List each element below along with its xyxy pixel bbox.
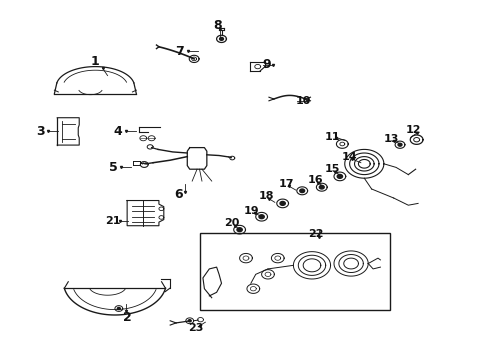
Text: 2: 2 [122, 311, 131, 324]
Text: 4: 4 [113, 125, 122, 138]
Text: 15: 15 [324, 164, 340, 174]
Text: 23: 23 [187, 323, 203, 333]
Text: 21: 21 [104, 216, 120, 226]
Text: 12: 12 [405, 125, 420, 135]
Polygon shape [299, 189, 304, 193]
Text: 16: 16 [307, 175, 323, 185]
Text: 11: 11 [324, 132, 340, 142]
Text: 6: 6 [174, 188, 183, 201]
Text: 19: 19 [244, 206, 259, 216]
Text: 3: 3 [36, 125, 44, 138]
Text: 14: 14 [341, 152, 357, 162]
Text: 17: 17 [278, 179, 293, 189]
Text: 9: 9 [262, 58, 270, 71]
Text: 7: 7 [175, 45, 184, 58]
Text: 8: 8 [213, 19, 222, 32]
Polygon shape [397, 143, 401, 146]
Polygon shape [188, 320, 191, 322]
Text: 13: 13 [383, 134, 398, 144]
Text: 22: 22 [307, 229, 323, 239]
Polygon shape [337, 175, 342, 178]
Polygon shape [259, 215, 264, 219]
Text: 5: 5 [109, 161, 118, 174]
Polygon shape [237, 228, 242, 231]
Text: 10: 10 [295, 96, 310, 106]
Polygon shape [117, 307, 120, 310]
Polygon shape [219, 37, 223, 40]
Bar [199, 233, 389, 310]
Text: 18: 18 [258, 191, 274, 201]
Polygon shape [280, 202, 285, 205]
Text: 1: 1 [91, 55, 100, 68]
Polygon shape [319, 185, 324, 189]
Text: 20: 20 [224, 218, 240, 228]
